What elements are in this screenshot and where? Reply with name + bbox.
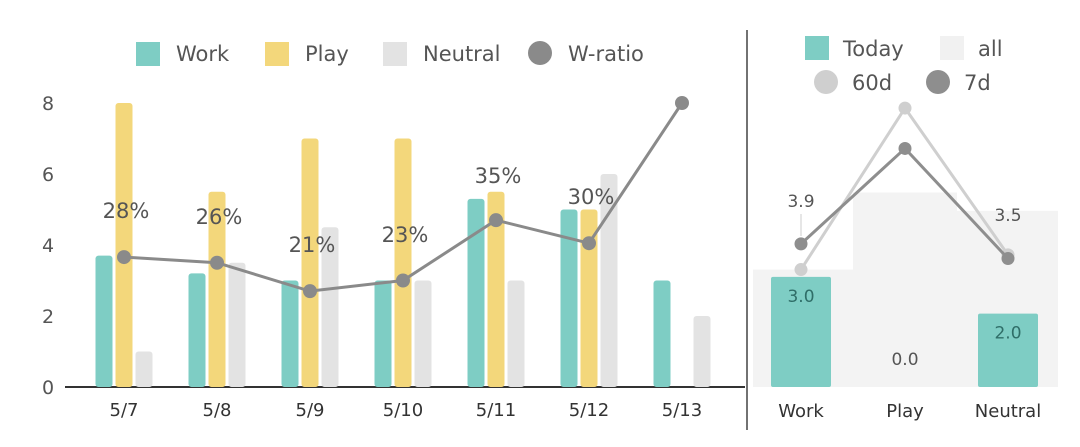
y-tick-label: 8 xyxy=(42,93,54,115)
y-tick-label: 0 xyxy=(42,377,54,399)
today-bar-neutral xyxy=(978,313,1038,387)
w-ratio-label: 23% xyxy=(382,223,429,247)
w-ratio-point xyxy=(396,273,410,288)
x-tick-label: 5/8 xyxy=(203,400,232,421)
bar-work-5-8 xyxy=(188,273,206,387)
bar-neutral-5-9 xyxy=(321,227,339,387)
7d-value-label: 3.5 xyxy=(994,206,1021,226)
y-tick-label: 2 xyxy=(42,306,54,328)
y-tick-label: 4 xyxy=(42,235,54,257)
bar-neutral-5-7 xyxy=(135,351,153,387)
w-ratio-label: 35% xyxy=(475,164,522,188)
bar-neutral-5-10 xyxy=(414,280,432,387)
w-ratio-point xyxy=(117,250,131,265)
today-value-label: 2.0 xyxy=(994,324,1021,344)
x-tick-label: 5/9 xyxy=(296,400,325,421)
all-bar-play xyxy=(853,192,957,387)
y-tick-label: 6 xyxy=(42,164,54,186)
bar-neutral-5-8 xyxy=(228,262,246,387)
w-ratio-label: 26% xyxy=(196,205,243,229)
x-tick-label: 5/10 xyxy=(383,400,423,421)
x-tick-label: 5/13 xyxy=(662,400,702,421)
w-ratio-point xyxy=(210,255,224,270)
w-ratio-point xyxy=(582,236,596,251)
legend-swatch-play xyxy=(265,42,289,66)
7d-value-label: 3.9 xyxy=(787,192,814,212)
point-7d xyxy=(794,237,808,251)
legend-label: Play xyxy=(305,42,349,66)
w-ratio-point xyxy=(303,284,317,299)
legend-label: W-ratio xyxy=(568,42,644,66)
point-7d xyxy=(898,141,912,155)
bar-neutral-5-12 xyxy=(600,174,618,387)
x-tick-label: Play xyxy=(886,401,924,422)
w-ratio-label: 21% xyxy=(289,233,336,257)
w-ratio-label: 28% xyxy=(103,199,150,223)
x-tick-label: Neutral xyxy=(975,401,1041,422)
legend-swatch-work xyxy=(136,42,160,66)
legend-label: Today xyxy=(842,37,904,61)
x-tick-label: 5/11 xyxy=(476,400,516,421)
legend-marker-60d xyxy=(814,70,838,94)
legend-marker-7d xyxy=(926,70,950,94)
w-ratio-label: 30% xyxy=(568,185,615,209)
bar-play-5-12 xyxy=(580,209,598,387)
legend-swatch-all xyxy=(940,36,964,60)
bar-work-5-12 xyxy=(560,209,578,387)
x-tick-label: 5/7 xyxy=(110,400,139,421)
legend-label: Work xyxy=(176,42,230,66)
x-tick-label: 5/12 xyxy=(569,400,609,421)
legend-marker-w-ratio xyxy=(528,41,552,65)
bar-play-5-10 xyxy=(394,138,412,387)
bar-work-5-10 xyxy=(374,280,392,387)
today-bar-work xyxy=(771,276,831,387)
legend-label: all xyxy=(978,37,1003,61)
legend-label: Neutral xyxy=(423,42,501,66)
point-60d xyxy=(794,263,808,277)
legend-label: 60d xyxy=(852,71,892,95)
bar-neutral-5-11 xyxy=(507,280,525,387)
bar-work-5-9 xyxy=(281,280,299,387)
bar-play-5-11 xyxy=(487,191,505,387)
bar-work-5-11 xyxy=(467,198,485,387)
legend-swatch-today xyxy=(805,36,829,60)
today-value-label: 3.0 xyxy=(787,287,814,307)
bar-work-5-13 xyxy=(653,280,671,387)
w-ratio-point xyxy=(489,213,503,228)
bar-play-5-9 xyxy=(301,138,319,387)
w-ratio-point xyxy=(675,96,689,110)
today-value-label: 0.0 xyxy=(891,350,918,370)
legend-swatch-neutral xyxy=(383,42,407,66)
point-60d xyxy=(898,101,912,115)
bar-neutral-5-13 xyxy=(693,316,711,387)
bar-work-5-7 xyxy=(95,255,113,387)
bar-play-5-7 xyxy=(115,103,133,387)
x-tick-label: Work xyxy=(778,401,824,422)
point-7d xyxy=(1001,252,1015,266)
bar-play-5-8 xyxy=(208,191,226,387)
legend-label: 7d xyxy=(964,71,991,95)
